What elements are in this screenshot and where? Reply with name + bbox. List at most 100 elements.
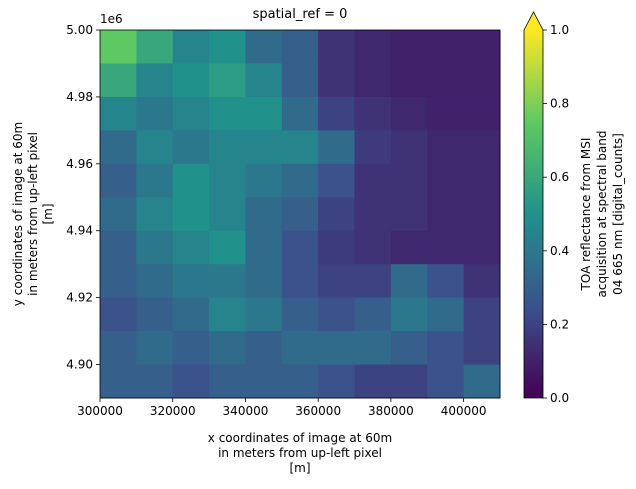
y-axis-label: [m]: [41, 203, 55, 224]
image-cell: [354, 297, 392, 332]
image-cell: [281, 297, 319, 332]
image-cell: [427, 230, 465, 265]
image-cell: [318, 130, 356, 165]
image-cell: [354, 130, 392, 165]
image-cell: [390, 63, 428, 98]
image-cell: [209, 163, 246, 198]
image-cell: [245, 63, 283, 98]
image-cell: [354, 63, 392, 98]
x-tick-label: 340000: [223, 404, 269, 418]
x-tick-label: 320000: [150, 404, 196, 418]
image-cell: [209, 230, 246, 265]
image-cell: [136, 264, 174, 299]
image-cell: [209, 96, 246, 131]
image-cell: [245, 264, 283, 299]
colorbar-tick-label: 0.0: [550, 391, 569, 405]
image-cell: [136, 130, 174, 165]
colorbar-tick-label: 1.0: [550, 23, 569, 37]
image-cell: [172, 96, 210, 131]
image-cell: [245, 130, 283, 165]
image-cell: [427, 364, 465, 399]
image-cell: [281, 230, 319, 265]
image-cell: [427, 197, 465, 232]
image-cell: [390, 230, 428, 265]
image-cell: [281, 163, 319, 198]
y-axis-label: in meters from up-left pixel: [26, 132, 40, 296]
image-cell: [245, 197, 283, 232]
image-cell: [100, 130, 137, 165]
image-cell: [463, 163, 501, 198]
image-cell: [318, 364, 356, 399]
chart-title: spatial_ref = 0: [253, 7, 348, 22]
colorbar-label: TOA reflectance from MSI: [579, 138, 593, 292]
y-tick-label: 4.98: [66, 90, 93, 104]
colorbar-label: acquisition at spectral band: [595, 131, 609, 298]
image-cell: [100, 163, 137, 198]
image-cell: [281, 130, 319, 165]
image-cell: [463, 331, 501, 366]
y-tick-label: 5.00: [66, 23, 93, 37]
image-cell: [427, 163, 465, 198]
image-cell: [172, 331, 210, 366]
image-cell: [172, 197, 210, 232]
image-cell: [463, 197, 501, 232]
image-cell: [463, 297, 501, 332]
image-cell: [281, 264, 319, 299]
image-cell: [390, 30, 428, 64]
image-cell: [354, 96, 392, 131]
image-cell: [136, 63, 174, 98]
image-cell: [281, 30, 319, 64]
image-cell: [427, 96, 465, 131]
y-offset-text: 1e6: [100, 12, 123, 26]
image-cell: [100, 264, 137, 299]
image-cell: [390, 96, 428, 131]
image-cell: [172, 297, 210, 332]
y-tick-label: 4.94: [66, 224, 93, 238]
image-cell: [427, 63, 465, 98]
image-cell: [209, 197, 246, 232]
image-cell: [245, 230, 283, 265]
image-cell: [100, 197, 137, 232]
image-cell: [245, 30, 283, 64]
x-axis-label: [m]: [289, 461, 310, 475]
image-cell: [100, 30, 137, 64]
image-cell: [172, 264, 210, 299]
colorbar-tick-label: 0.2: [550, 317, 569, 331]
colorbar-tick-label: 0.4: [550, 244, 569, 258]
image-cell: [463, 130, 501, 165]
image-cell: [136, 163, 174, 198]
image-cell: [245, 331, 283, 366]
image-cell: [209, 331, 246, 366]
image-cell: [318, 331, 356, 366]
image-cell: [463, 364, 501, 399]
image-cell: [427, 130, 465, 165]
x-tick-label: 380000: [368, 404, 414, 418]
image-cell: [354, 230, 392, 265]
colorbar: [524, 30, 543, 398]
colorbar-label: 04 665 nm [digital_counts]: [611, 133, 625, 295]
image-cell: [100, 364, 137, 399]
image-cell: [209, 297, 246, 332]
image-cell: [136, 297, 174, 332]
image-cell: [209, 264, 246, 299]
image-cell: [136, 331, 174, 366]
image-cell: [172, 30, 210, 64]
image-cell: [209, 130, 246, 165]
image-cell: [172, 130, 210, 165]
image-cell: [245, 297, 283, 332]
axes-frame: [99, 29, 501, 399]
image-cell: [136, 197, 174, 232]
image-cell: [390, 364, 428, 399]
image-cell: [463, 230, 501, 265]
x-tick-label: 300000: [77, 404, 123, 418]
image-cell: [427, 331, 465, 366]
image-cell: [318, 230, 356, 265]
image-cell: [209, 364, 246, 399]
x-tick-label: 400000: [441, 404, 487, 418]
image-cell: [463, 30, 501, 64]
image-cell: [100, 331, 137, 366]
image-cell: [390, 264, 428, 299]
image-cell: [427, 297, 465, 332]
image-cell: [172, 163, 210, 198]
image-cell: [100, 96, 137, 131]
